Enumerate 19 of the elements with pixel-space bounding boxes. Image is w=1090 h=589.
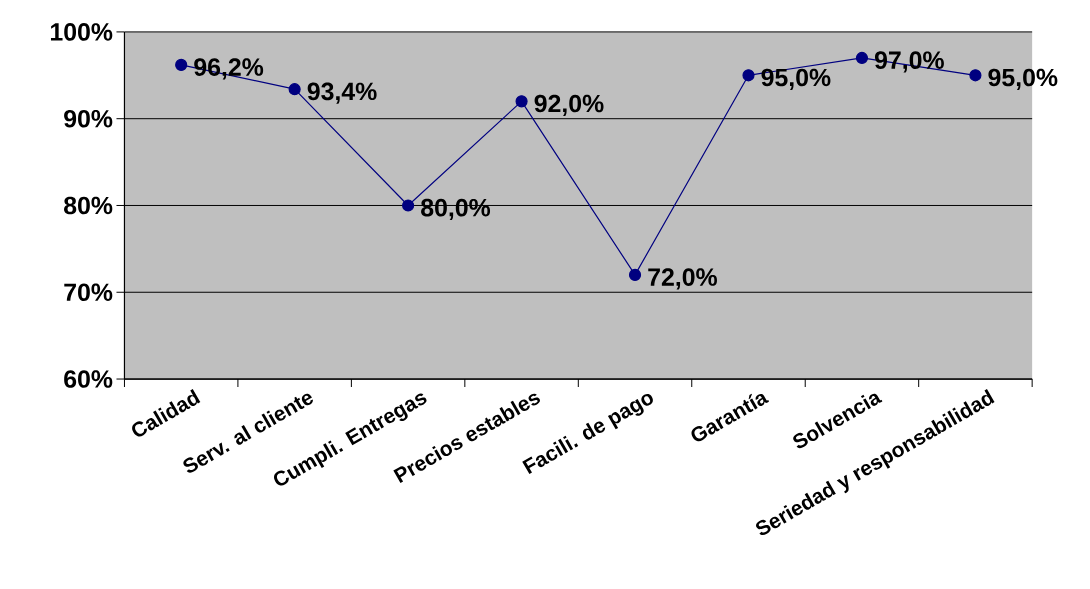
data-label: 95,0% <box>988 68 1058 91</box>
data-label: 95,0% <box>761 68 831 91</box>
point <box>515 95 528 108</box>
data-label: 72,0% <box>648 268 717 290</box>
y-tick-label: 70% <box>64 283 113 302</box>
point <box>402 199 415 212</box>
data-label: 96,2% <box>194 58 264 80</box>
point <box>969 69 982 82</box>
y-tick-label: 90% <box>64 110 113 128</box>
point <box>855 52 869 65</box>
point <box>288 83 301 96</box>
y-tick-label: 100% <box>50 23 113 41</box>
point <box>175 59 188 72</box>
data-label: 92,0% <box>534 94 604 117</box>
point <box>628 269 642 282</box>
y-tick-label: 80% <box>64 196 113 215</box>
point <box>742 69 755 82</box>
data-label: 93,4% <box>307 82 377 105</box>
y-tick-label: 60% <box>64 370 113 389</box>
